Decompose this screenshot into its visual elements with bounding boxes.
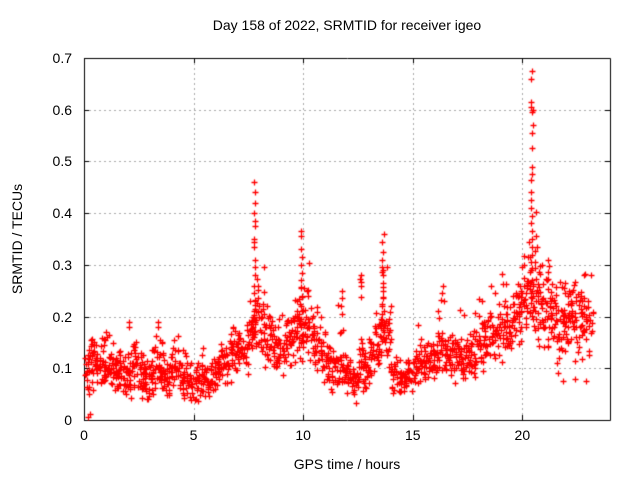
y-tick-label: 0.3 — [52, 256, 72, 273]
y-tick-label: 0.6 — [52, 101, 72, 118]
y-tick-label: 0.4 — [52, 205, 72, 222]
y-tick-label: 0.7 — [52, 50, 72, 66]
x-axis-title: GPS time / hours — [293, 456, 401, 472]
x-tick-label: 10 — [295, 427, 311, 443]
x-tick-label: 5 — [189, 427, 198, 443]
y-tick-label: 0.2 — [52, 308, 72, 325]
y-axis-title: SRMTID / TECUs — [9, 183, 25, 295]
x-tick-label: 0 — [80, 427, 88, 443]
chart-title: Day 158 of 2022, SRMTID for receiver ige… — [212, 17, 482, 33]
y-tick-label: 0 — [64, 412, 72, 428]
x-tick-label: 15 — [404, 427, 421, 443]
y-tick-label: 0.5 — [52, 153, 72, 170]
x-tick-label: 20 — [514, 427, 531, 443]
y-tick-label: 0.1 — [52, 360, 72, 377]
